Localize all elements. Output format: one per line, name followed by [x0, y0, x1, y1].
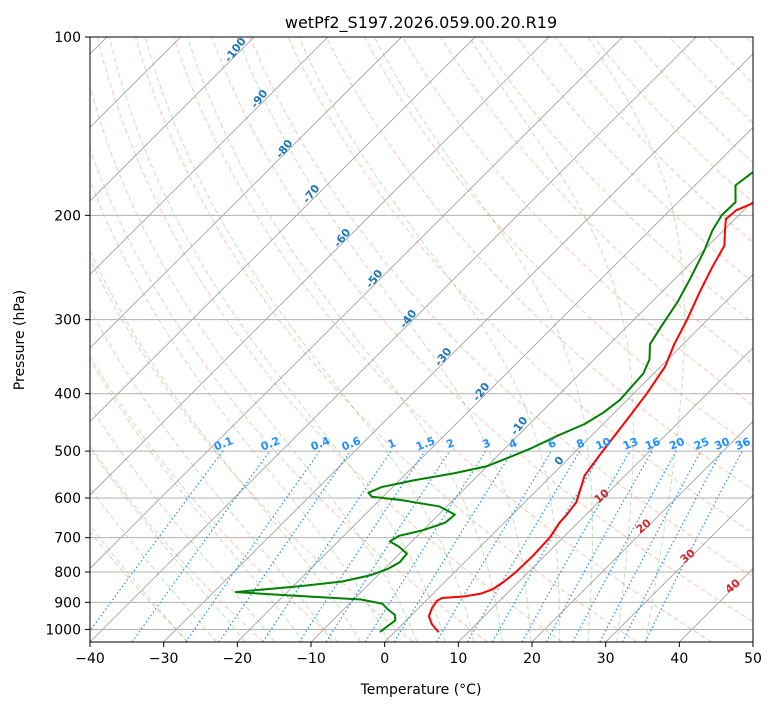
- dry-adiabat: [90, 355, 339, 642]
- dry-adiabat: [134, 37, 638, 642]
- mixing-ratio-line: [131, 450, 271, 642]
- isotherm: [605, 494, 753, 642]
- dry-adiabat: [90, 530, 190, 642]
- mixing-ratio-line: [491, 450, 604, 642]
- mixing-ratio-label: 30: [713, 435, 732, 453]
- moist-adiabat: [90, 405, 276, 642]
- moist-adiabat: [108, 37, 447, 642]
- y-tick-label: 400: [54, 387, 81, 403]
- mixing-ratio-line: [364, 450, 487, 642]
- mixing-ratio-label: 8: [575, 436, 587, 451]
- mixing-ratio-line: [218, 450, 351, 642]
- y-tick-label: 600: [54, 491, 81, 507]
- moist-adiabat: [373, 37, 593, 642]
- x-tick-label: −30: [149, 651, 179, 667]
- y-tick-label: 100: [54, 30, 81, 46]
- y-axis-label: Pressure (hPa): [12, 290, 28, 390]
- x-tick-label: 30: [597, 651, 615, 667]
- dry-adiabat: [478, 37, 753, 324]
- x-tick-label: −40: [75, 651, 105, 667]
- dry-adiabat: [249, 37, 753, 578]
- mixing-ratio-label: 13: [621, 435, 640, 453]
- mixing-ratio-label: 36: [733, 435, 752, 453]
- dry-adiabat: [325, 37, 753, 491]
- dry-adiabat: [516, 37, 753, 284]
- mixing-ratio-line: [325, 450, 451, 642]
- dry-adiabat: [90, 147, 488, 642]
- mixing-ratio-label: 16: [643, 435, 662, 453]
- isotherm: [90, 37, 402, 349]
- mixing-ratio-label: 3: [481, 436, 493, 451]
- dry-adiabat: [173, 37, 712, 642]
- x-tick-label: 0: [380, 651, 389, 667]
- x-tick-label: 50: [744, 651, 762, 667]
- background-lines: [90, 37, 753, 642]
- isotherm: [90, 37, 550, 496]
- mixing-ratio-label: 20: [667, 435, 686, 453]
- mixing-ratio-line: [545, 450, 653, 642]
- dry-adiabat: [592, 37, 753, 203]
- isotherm: [531, 420, 753, 642]
- chart-title: wetPf2_S197.2026.059.00.20.R19: [285, 13, 557, 33]
- mixing-ratio-line: [185, 450, 321, 642]
- x-tick-label: 10: [449, 651, 467, 667]
- y-tick-label: 700: [54, 531, 81, 547]
- y-tick-label: 900: [54, 595, 81, 611]
- dewpoint-line: [234, 171, 753, 633]
- x-tick-label: −20: [223, 651, 253, 667]
- mixing-ratio-label: 25: [692, 435, 711, 453]
- moist-adiabat: [186, 37, 503, 642]
- isotherm: [237, 126, 753, 642]
- isotherm: [90, 37, 255, 202]
- x-tick-label: 40: [670, 651, 688, 667]
- isotherm: [458, 347, 753, 642]
- x-tick-label: −10: [296, 651, 326, 667]
- moist-adiabat: [144, 37, 475, 642]
- dry-adiabat: [90, 258, 414, 642]
- mixing-ratio-label: 1: [386, 436, 398, 451]
- moist-adiabat: [90, 308, 333, 642]
- mixing-ratio-line: [393, 450, 513, 642]
- mixing-ratio-line: [572, 450, 677, 642]
- dry-adiabat: [402, 37, 753, 406]
- isotherm: [90, 37, 476, 423]
- isotherm: [310, 200, 753, 642]
- moist-adiabat: [90, 447, 247, 642]
- y-tick-label: 300: [54, 313, 81, 329]
- isotherm: [90, 37, 697, 642]
- y-tick-label: 500: [54, 444, 81, 460]
- mixing-ratio-label: 2: [444, 436, 456, 451]
- temperature-line: [427, 202, 753, 633]
- x-axis-label: Temperature (°C): [360, 682, 482, 698]
- isotherm: [90, 37, 329, 275]
- dry-adiabat: [211, 37, 753, 623]
- isotherm: [163, 53, 753, 642]
- dry-adiabat: [287, 37, 753, 534]
- y-tick-label: 1000: [45, 622, 81, 638]
- moist-adiabat: [587, 37, 685, 642]
- mixing-ratio-line: [521, 450, 631, 642]
- dry-adiabat: [96, 37, 563, 642]
- y-tick-label: 200: [54, 208, 81, 224]
- sounding-series: [234, 171, 753, 633]
- x-axis: −40 −30 −20 −10 0 10 20 30 40 50: [75, 642, 762, 667]
- mixing-ratio-line: [466, 450, 581, 642]
- mixing-ratio-label: 10: [594, 435, 613, 453]
- y-axis: 100 200 300 400 500 600 700 800 900 1000: [45, 30, 90, 638]
- isotherm: [90, 37, 623, 570]
- isotherm: [384, 273, 753, 642]
- y-tick-label: 800: [54, 565, 81, 581]
- plot-frame: [89, 36, 754, 643]
- mixing-ratio-line: [435, 450, 552, 642]
- x-tick-label: 20: [523, 651, 541, 667]
